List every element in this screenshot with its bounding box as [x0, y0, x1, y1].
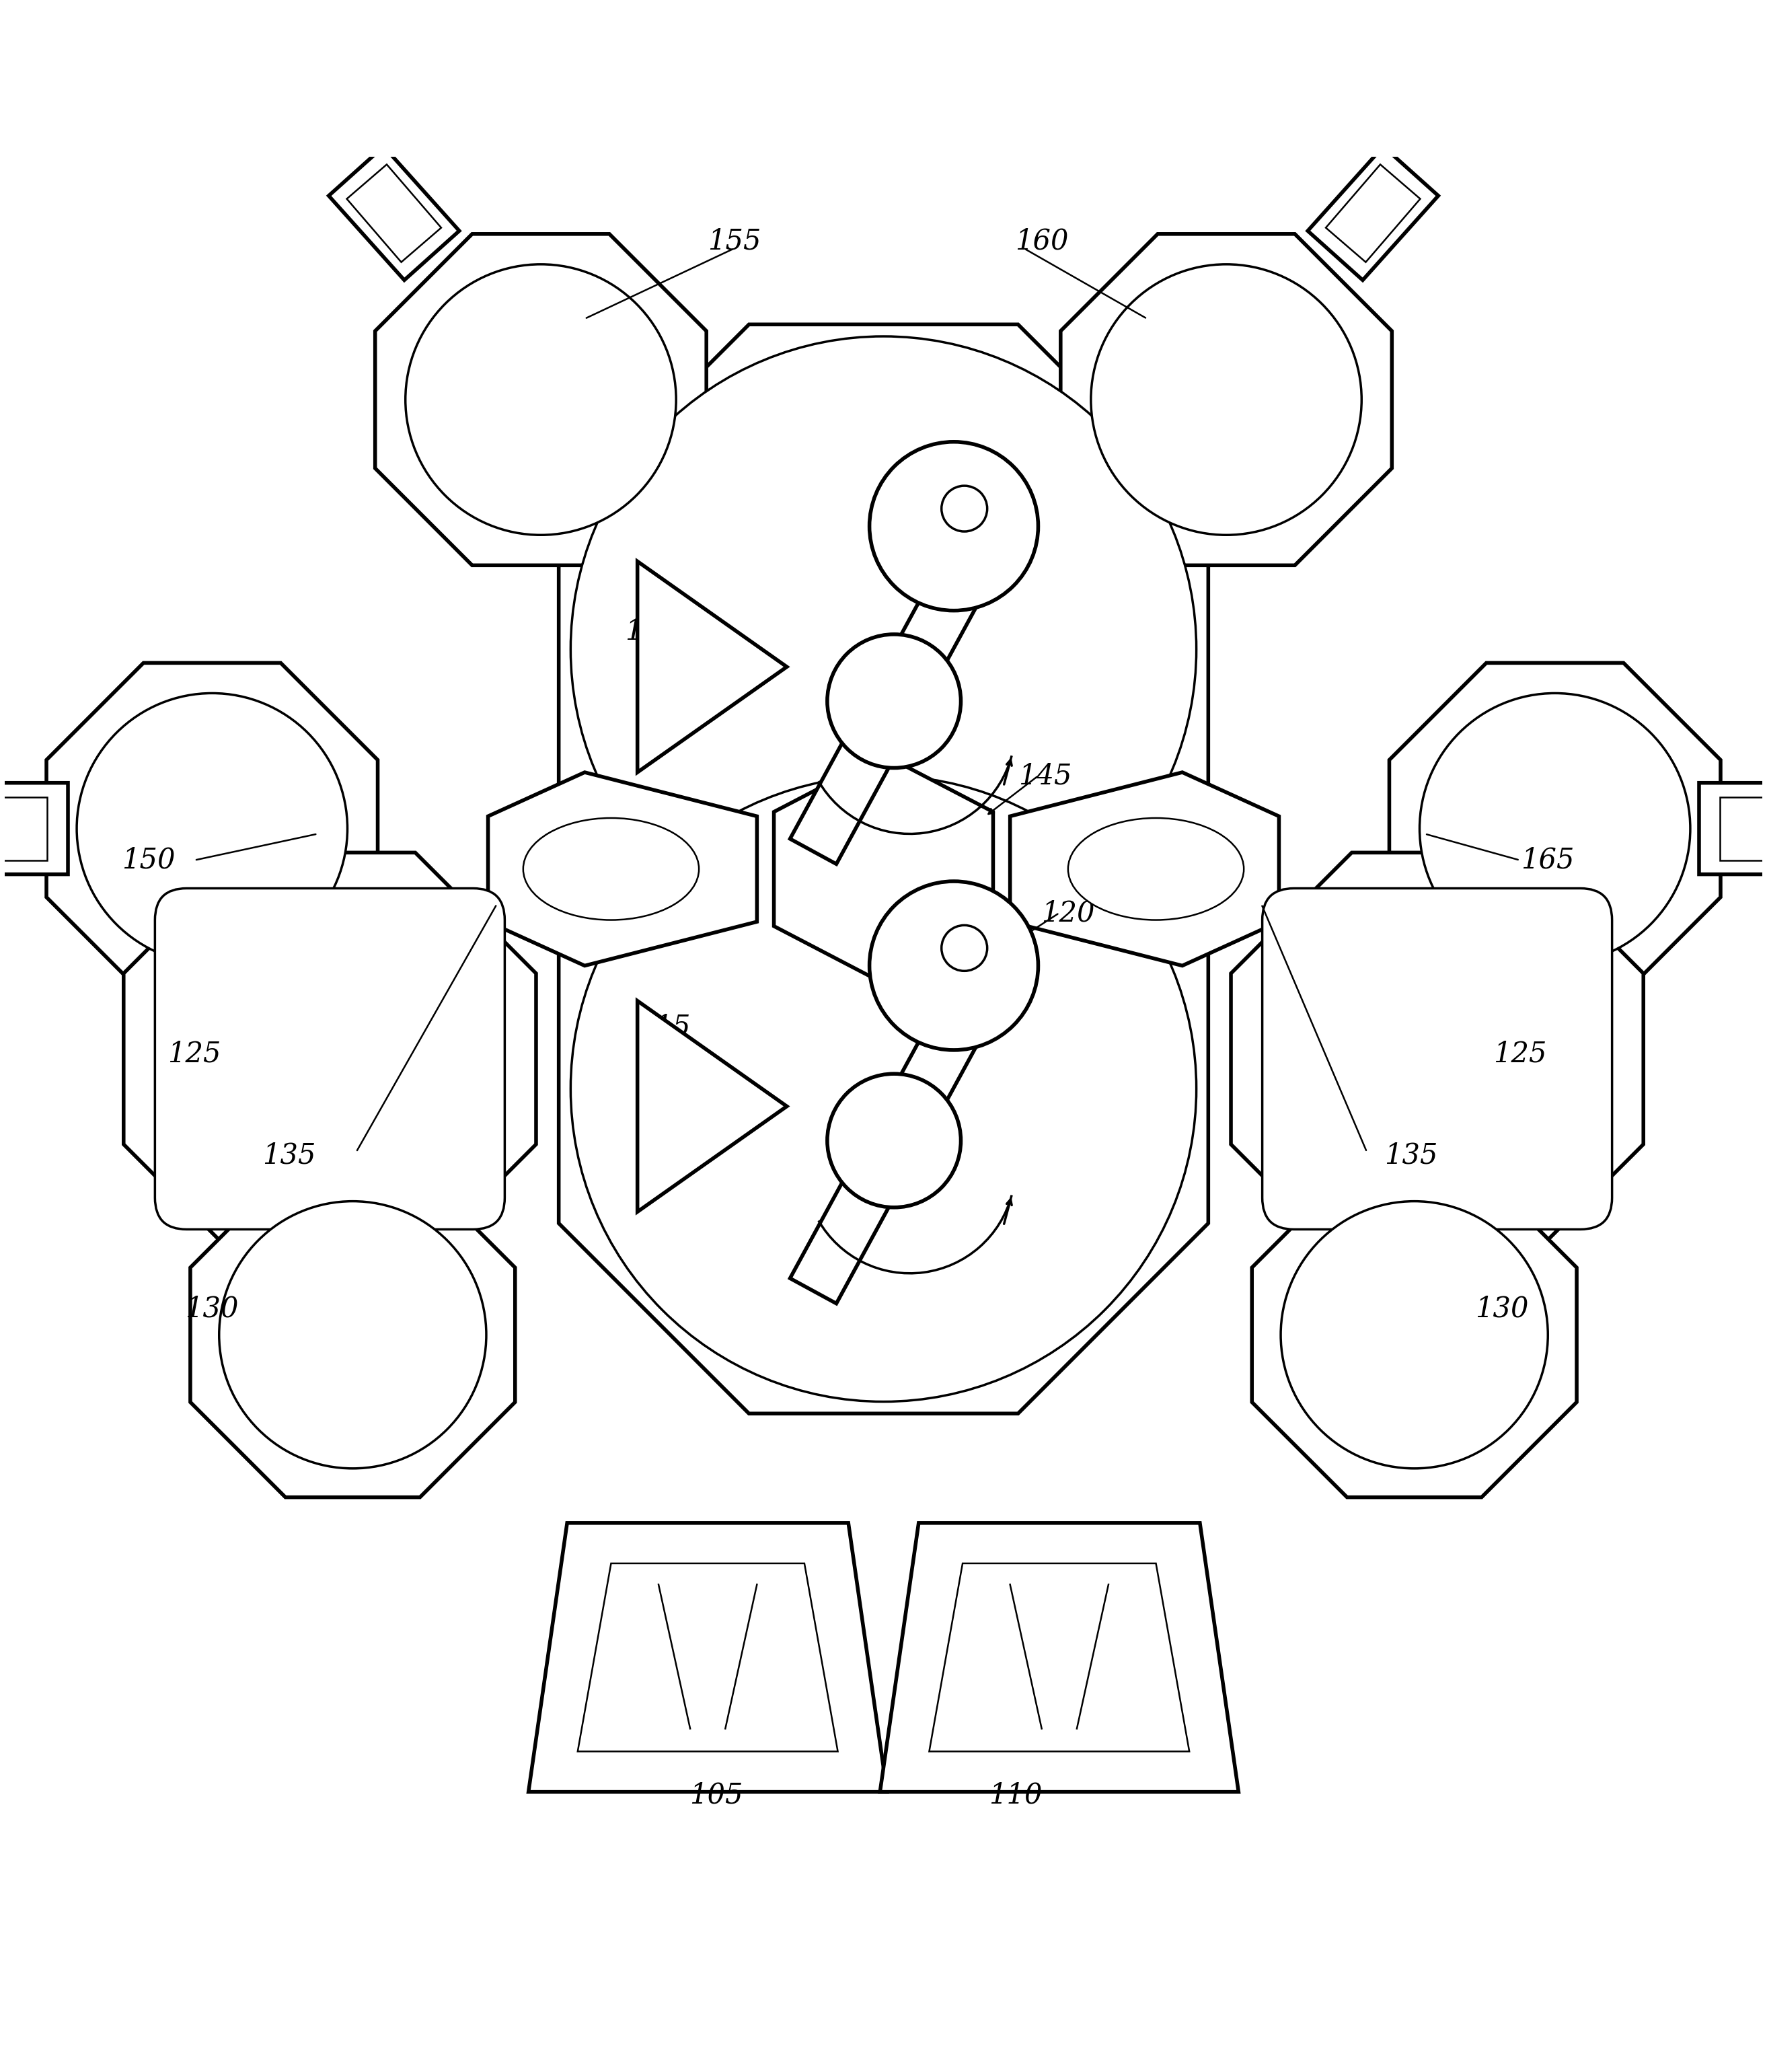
Text: 155: 155 [707, 228, 762, 255]
Circle shape [219, 1202, 486, 1469]
Circle shape [827, 634, 961, 769]
Circle shape [869, 441, 1039, 611]
Polygon shape [0, 754, 67, 903]
Text: 120: 120 [1041, 899, 1096, 926]
Text: 110: 110 [988, 1782, 1043, 1809]
Circle shape [1419, 694, 1691, 963]
Polygon shape [1700, 754, 1767, 903]
Polygon shape [638, 1001, 786, 1212]
Polygon shape [1308, 147, 1438, 280]
Polygon shape [880, 1523, 1239, 1792]
Circle shape [76, 694, 348, 963]
Polygon shape [329, 147, 459, 280]
Polygon shape [929, 1564, 1189, 1751]
Polygon shape [790, 1019, 977, 1303]
Circle shape [942, 926, 988, 972]
Text: 135: 135 [1384, 1142, 1438, 1171]
Polygon shape [558, 325, 1209, 974]
Text: 145: 145 [1018, 762, 1073, 789]
Polygon shape [46, 663, 378, 995]
Circle shape [827, 1073, 961, 1208]
Text: 105: 105 [689, 1782, 744, 1809]
Text: 150: 150 [122, 845, 175, 874]
Text: 130: 130 [1475, 1295, 1528, 1322]
Text: 135: 135 [263, 1142, 316, 1171]
Text: 130: 130 [186, 1295, 239, 1322]
Polygon shape [1232, 852, 1643, 1266]
Polygon shape [1060, 234, 1392, 566]
Circle shape [571, 336, 1196, 961]
Circle shape [869, 881, 1039, 1051]
Ellipse shape [523, 818, 700, 920]
Text: 125: 125 [1493, 1040, 1546, 1067]
Polygon shape [774, 754, 993, 984]
Polygon shape [1253, 1173, 1576, 1498]
Polygon shape [488, 773, 756, 966]
Polygon shape [558, 765, 1209, 1413]
Text: 160: 160 [1014, 228, 1069, 255]
Polygon shape [124, 852, 535, 1266]
Polygon shape [638, 562, 786, 773]
Text: 140: 140 [626, 617, 679, 646]
Polygon shape [528, 1523, 887, 1792]
Circle shape [942, 485, 988, 533]
FancyBboxPatch shape [1262, 889, 1612, 1229]
Polygon shape [790, 580, 977, 864]
Polygon shape [578, 1564, 838, 1751]
Text: 125: 125 [168, 1040, 221, 1067]
FancyBboxPatch shape [155, 889, 505, 1229]
Polygon shape [1389, 663, 1721, 995]
Circle shape [1281, 1202, 1548, 1469]
Polygon shape [1011, 773, 1279, 966]
Polygon shape [0, 798, 48, 860]
Circle shape [405, 265, 677, 535]
Polygon shape [1325, 164, 1421, 263]
Circle shape [1090, 265, 1362, 535]
Polygon shape [1719, 798, 1767, 860]
Polygon shape [375, 234, 707, 566]
Circle shape [571, 775, 1196, 1401]
Text: 165: 165 [1521, 845, 1574, 874]
Polygon shape [191, 1173, 514, 1498]
Polygon shape [346, 164, 442, 263]
Text: 115: 115 [638, 1013, 691, 1042]
Ellipse shape [1067, 818, 1244, 920]
